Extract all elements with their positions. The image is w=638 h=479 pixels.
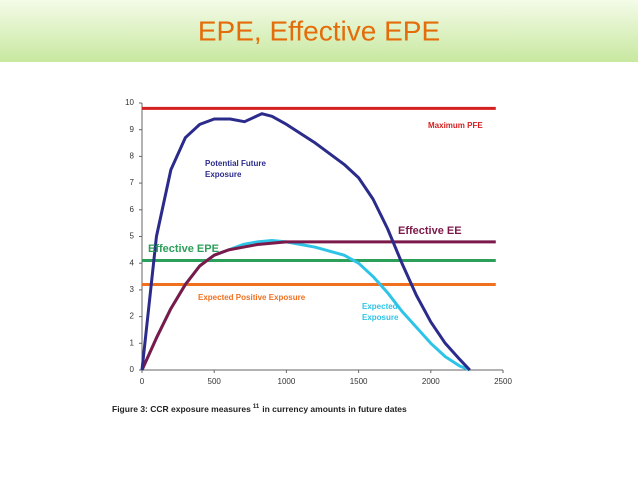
x-tick-label: 2500 <box>494 377 512 386</box>
y-tick-label: 2 <box>130 312 135 321</box>
y-tick-label: 4 <box>130 258 135 267</box>
series-line <box>140 112 471 372</box>
x-tick-label: 1000 <box>278 377 296 386</box>
series-label: Expected Exposure <box>362 302 399 322</box>
y-tick-label: 3 <box>130 285 135 294</box>
series-label: Maximum PFE <box>428 121 483 130</box>
x-tick-label: 0 <box>140 377 145 386</box>
series-label: Effective EE <box>398 225 462 237</box>
series-line <box>140 240 496 371</box>
y-tick-label: 7 <box>130 178 135 187</box>
slide-title: EPE, Effective EPE <box>198 15 440 46</box>
y-tick-label: 8 <box>130 152 135 161</box>
caption: Figure 3: CCR exposure measures 11 in curr… <box>112 404 407 415</box>
y-tick-label: 5 <box>130 232 135 241</box>
y-tick-label: 10 <box>125 98 134 107</box>
y-tick-label: 0 <box>130 365 135 374</box>
series-label: Effective EPE <box>148 243 219 255</box>
series-label: Expected Positive Exposure <box>198 293 306 302</box>
series-label: Potential Future Exposure <box>205 159 266 179</box>
x-tick-label: 1500 <box>350 377 368 386</box>
y-tick-label: 6 <box>130 205 135 214</box>
title-bar <box>0 0 638 62</box>
y-tick-label: 9 <box>130 125 135 134</box>
y-tick-label: 1 <box>130 338 135 347</box>
x-tick-label: 2000 <box>422 377 440 386</box>
x-tick-label: 500 <box>208 377 222 386</box>
